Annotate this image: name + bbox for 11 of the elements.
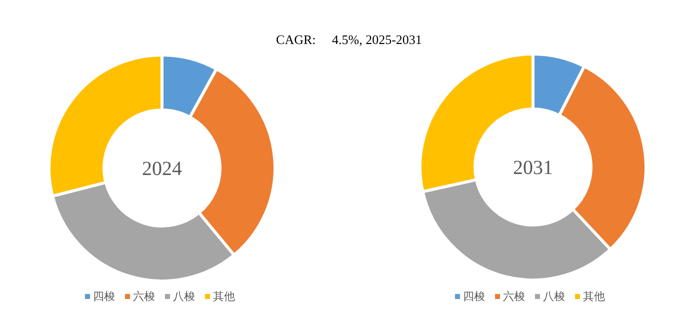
legend-label: 其他 — [213, 290, 235, 303]
text: 2024 — [142, 158, 182, 180]
legend-label: 其他 — [583, 290, 605, 303]
legend-label: 六梭 — [503, 290, 525, 303]
legend-label: 四梭 — [463, 290, 485, 303]
text: 2031 — [513, 157, 553, 179]
legend-label: 八梭 — [173, 290, 195, 303]
legend-label: 六梭 — [133, 290, 155, 303]
text: CAGR: 4.5%, 2025-2031 — [276, 32, 422, 47]
legend-label: 八梭 — [543, 290, 565, 303]
legend-label: 四梭 — [93, 290, 115, 303]
